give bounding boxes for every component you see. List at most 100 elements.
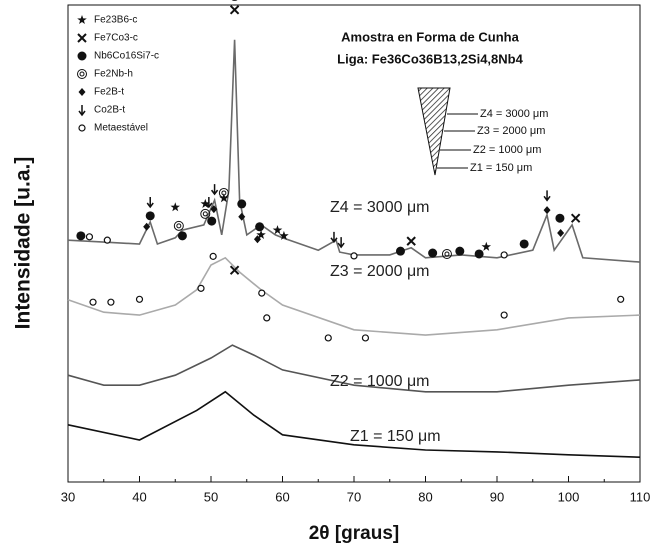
arrow <box>330 231 338 244</box>
cross <box>229 265 240 275</box>
phase-marker <box>78 88 86 96</box>
phase-marker <box>617 295 625 303</box>
open-circle <box>135 295 144 303</box>
phase-marker <box>200 208 211 219</box>
open-circle <box>89 298 97 306</box>
phase-marker <box>89 298 97 306</box>
phase-marker <box>177 231 187 241</box>
open-circle <box>324 334 332 342</box>
star <box>170 202 180 212</box>
open-circle <box>258 289 266 297</box>
open-circle <box>263 314 271 322</box>
phase-marker <box>519 239 529 249</box>
phase-marker <box>146 197 154 209</box>
wedge-inset: Z4 = 3000 μm Z3 = 2000 μm Z2 = 1000 μm Z… <box>417 87 548 176</box>
legend-label: Nb6Co16Si7-c <box>94 51 159 62</box>
phase-marker <box>272 225 283 235</box>
ring-inner <box>79 71 85 77</box>
diamond <box>253 235 261 244</box>
phase-marker <box>255 222 265 232</box>
legend-label: Fe2B-t <box>94 87 124 98</box>
cross <box>77 33 87 43</box>
star <box>77 15 87 24</box>
phase-marker <box>238 212 246 221</box>
inset-label: Z2 = 1000 μm <box>473 144 541 156</box>
open-circle <box>500 311 508 319</box>
diamond <box>210 205 218 214</box>
phase-marker <box>543 206 551 215</box>
series-label: Z4 = 3000 μm <box>330 199 430 216</box>
arrow <box>205 197 213 209</box>
phase-marker <box>209 252 217 260</box>
phase-marker <box>361 334 370 342</box>
phase-marker <box>441 248 452 259</box>
star <box>200 198 210 208</box>
series-label: Z2 = 1000 μm <box>330 373 430 390</box>
phase-marker <box>500 251 508 259</box>
cross <box>570 213 581 223</box>
diamond <box>143 222 151 231</box>
phase-marker <box>350 252 358 260</box>
phase-marker <box>197 284 205 292</box>
ring-inner <box>221 190 227 196</box>
legend-label: Fe2Nb-h <box>94 69 133 80</box>
y-axis-label: Intensidade [u.a.] <box>12 157 35 330</box>
series-line <box>67 344 641 393</box>
open-circle <box>103 236 111 244</box>
star <box>272 225 283 235</box>
phase-marker <box>570 213 581 223</box>
star <box>279 230 289 240</box>
series-line <box>67 390 641 458</box>
phase-marker <box>557 229 565 238</box>
phase-marker <box>474 249 484 259</box>
phase-marker <box>218 187 229 198</box>
phase-marker <box>107 298 115 306</box>
x-tick-label: 110 <box>630 489 651 504</box>
phase-marker <box>279 230 289 240</box>
x-tick-label: 70 <box>347 489 361 504</box>
diamond <box>543 206 551 215</box>
x-tick-label: 30 <box>61 489 75 504</box>
phase-marker <box>77 33 87 43</box>
phase-marker <box>256 229 266 239</box>
phase-marker <box>135 295 144 303</box>
x-tick-label: 50 <box>204 489 218 504</box>
arrow <box>146 197 154 209</box>
plot-frame <box>67 4 641 483</box>
dot <box>76 231 86 241</box>
wedge <box>417 87 451 176</box>
inset-label: Z4 = 3000 μm <box>480 108 548 120</box>
phase-marker <box>103 236 111 244</box>
open-circle <box>361 334 370 342</box>
ring-outer <box>173 220 184 231</box>
legend-label: Co2B-t <box>94 105 125 116</box>
series-label: Z1 = 150 μm <box>350 428 441 445</box>
phase-marker <box>330 231 338 244</box>
dot <box>177 231 187 241</box>
phase-marker <box>555 213 565 223</box>
series-line <box>67 39 641 263</box>
arrow <box>543 190 551 202</box>
dot <box>455 246 465 256</box>
phase-marker <box>210 205 218 214</box>
phase-marker <box>210 184 219 196</box>
ring-outer <box>218 187 229 198</box>
x-axis-label: 2θ [graus] <box>309 523 400 544</box>
cross <box>229 5 240 15</box>
phase-marker <box>237 199 247 209</box>
ring-inner <box>176 223 182 229</box>
phase-marker <box>85 233 94 241</box>
x-tick-label: 90 <box>490 489 504 504</box>
ring-inner <box>202 211 208 217</box>
phase-marker <box>481 241 491 251</box>
phase-marker <box>143 222 151 231</box>
arrow <box>337 237 345 249</box>
dot <box>77 51 87 61</box>
phase-marker <box>337 237 345 249</box>
chart-subtitle: Liga: Fe36Co36B13,2Si4,8Nb4 <box>337 51 523 66</box>
dot <box>255 222 265 232</box>
x-tick-label: 60 <box>275 489 289 504</box>
x-tick-label: 40 <box>132 489 146 504</box>
phase-marker <box>253 235 261 244</box>
